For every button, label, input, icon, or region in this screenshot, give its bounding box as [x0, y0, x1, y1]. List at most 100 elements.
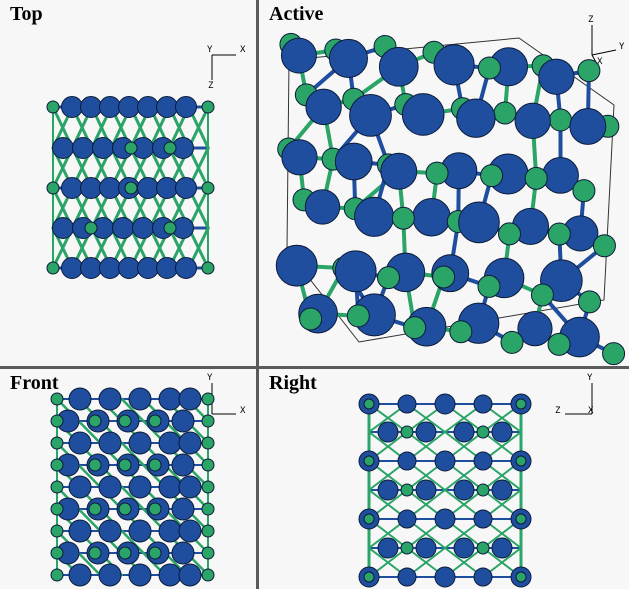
- axis-line: [591, 49, 617, 56]
- atom-blue: [68, 519, 92, 543]
- atom-blue: [175, 257, 197, 279]
- atom-blue: [514, 102, 551, 139]
- atom-green: [201, 414, 215, 428]
- atom-green: [377, 266, 401, 290]
- atom-green: [548, 108, 572, 132]
- atom-green: [201, 436, 215, 450]
- atom-blue: [98, 563, 122, 587]
- atom-green: [432, 265, 456, 289]
- bond: [77, 463, 102, 489]
- atom-blue: [137, 96, 159, 118]
- atom-blue: [434, 393, 456, 415]
- atom-blue: [80, 177, 102, 199]
- atom-blue: [473, 509, 493, 529]
- atom-green: [163, 221, 177, 235]
- atom-blue: [61, 257, 83, 279]
- atom-green: [201, 568, 215, 582]
- atom-blue: [52, 137, 74, 159]
- atom-blue: [92, 137, 114, 159]
- atom-blue: [137, 257, 159, 279]
- atom-green: [493, 101, 517, 125]
- atom-green: [449, 320, 473, 344]
- atom-blue: [61, 177, 83, 199]
- atom-blue: [397, 509, 417, 529]
- atom-green: [400, 541, 414, 555]
- axis-label: Z: [208, 81, 214, 91]
- atom-green: [88, 546, 102, 560]
- atom-green: [515, 455, 527, 467]
- axis-label: Y: [619, 42, 625, 52]
- atom-green: [50, 524, 64, 538]
- atom-green: [500, 330, 524, 354]
- axis-label: X: [597, 57, 603, 67]
- atom-blue: [378, 46, 419, 87]
- atom-green: [530, 283, 554, 307]
- atom-blue: [458, 201, 500, 244]
- viewport-title: Right: [269, 372, 317, 394]
- atom-blue: [80, 257, 102, 279]
- atom-green: [118, 414, 132, 428]
- atom-green: [50, 414, 64, 428]
- atom-green: [592, 234, 616, 258]
- atom-green: [201, 261, 215, 275]
- bond: [187, 186, 210, 230]
- atom-green: [50, 546, 64, 560]
- atom-blue: [118, 257, 140, 279]
- atom-blue: [178, 475, 202, 499]
- horizontal-divider[interactable]: [0, 366, 629, 369]
- viewport-active[interactable]: Active Z Y X: [259, 0, 629, 366]
- axis-label: Y: [207, 373, 213, 383]
- bond: [187, 105, 210, 150]
- right-view-canvas: Y Z X: [358, 373, 594, 588]
- atom-green: [201, 524, 215, 538]
- atom-blue: [569, 108, 607, 145]
- atom-blue: [491, 421, 513, 443]
- atom-green: [299, 307, 323, 331]
- atom-green: [524, 166, 548, 190]
- axis-label: Z: [588, 15, 594, 25]
- atom-blue: [434, 508, 456, 530]
- atom-green: [425, 161, 449, 185]
- atom-green: [515, 513, 527, 525]
- atom-green: [50, 458, 64, 472]
- vertical-divider[interactable]: [256, 0, 259, 589]
- atom-green: [46, 100, 60, 114]
- axis-label: X: [588, 406, 594, 416]
- atom-green: [363, 513, 375, 525]
- viewport-title: Active: [269, 3, 324, 25]
- viewport-top[interactable]: Top Y X Z: [0, 0, 256, 366]
- bond: [77, 419, 102, 445]
- viewport-right[interactable]: Right Y Z X: [259, 369, 629, 589]
- atom-green: [476, 483, 490, 497]
- atom-green: [363, 455, 375, 467]
- atom-blue: [99, 257, 121, 279]
- atom-green: [118, 502, 132, 516]
- atom-blue: [178, 563, 202, 587]
- atom-blue: [158, 431, 182, 455]
- atom-green: [84, 221, 98, 235]
- atom-blue: [334, 142, 373, 181]
- atom-green: [515, 398, 527, 410]
- atom-blue: [473, 451, 493, 471]
- viewport-title: Front: [10, 372, 59, 394]
- atom-blue: [434, 450, 456, 472]
- atom-green: [577, 59, 601, 83]
- atom-blue: [52, 217, 74, 239]
- atom-green: [476, 425, 490, 439]
- viewport-title: Top: [10, 3, 43, 25]
- atom-blue: [415, 537, 437, 559]
- atom-blue: [99, 96, 121, 118]
- atom-green: [477, 274, 501, 298]
- atom-green: [201, 458, 215, 472]
- atom-green: [50, 568, 64, 582]
- atom-green: [515, 571, 527, 583]
- atom-blue: [68, 475, 92, 499]
- atom-blue: [328, 38, 368, 78]
- atom-blue: [304, 189, 341, 225]
- atom-green: [547, 332, 571, 356]
- atom-blue: [171, 541, 195, 565]
- atom-blue: [380, 152, 418, 190]
- atom-blue: [132, 217, 154, 239]
- atom-blue: [175, 96, 197, 118]
